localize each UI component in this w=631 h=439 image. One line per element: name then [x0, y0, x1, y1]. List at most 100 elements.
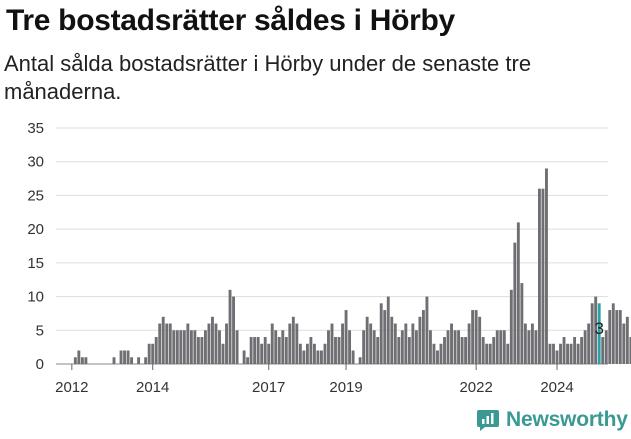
bar	[309, 337, 313, 364]
bar	[527, 330, 531, 364]
bar	[316, 350, 320, 364]
bar	[358, 357, 362, 364]
bar	[545, 168, 548, 364]
bar	[362, 330, 366, 364]
bar	[172, 330, 176, 364]
bar	[418, 316, 422, 364]
bar	[443, 337, 446, 364]
x-tick-label: 2012	[55, 379, 88, 396]
bar	[365, 316, 369, 364]
bar	[414, 330, 418, 364]
bar	[200, 337, 204, 364]
bar	[502, 330, 506, 364]
bar	[270, 323, 274, 364]
bar	[457, 330, 461, 364]
bar	[460, 337, 464, 364]
data-labels: 3	[594, 319, 603, 338]
bar	[516, 222, 520, 364]
bar	[432, 343, 436, 364]
bar	[369, 323, 373, 364]
bar	[608, 310, 612, 364]
bar	[267, 343, 271, 364]
bar	[604, 330, 608, 364]
bar	[450, 323, 453, 364]
bar	[538, 188, 541, 364]
bar	[583, 330, 587, 364]
bar	[284, 337, 288, 364]
bar	[277, 337, 281, 364]
chart-title: Tre bostadsrätter såldes i Hörby	[6, 4, 455, 37]
y-tick-label: 5	[36, 322, 44, 339]
bar	[421, 310, 425, 364]
y-tick-label: 25	[27, 187, 44, 204]
bar	[471, 310, 475, 364]
bar	[446, 330, 450, 364]
bar	[386, 296, 390, 364]
bar	[203, 330, 207, 364]
bar	[576, 343, 580, 364]
bar	[393, 323, 397, 364]
bar	[618, 310, 622, 364]
newsworthy-logo-text: Newsworthy	[506, 408, 628, 431]
bar	[520, 283, 524, 364]
bar	[144, 357, 148, 364]
bar	[485, 343, 489, 364]
bar	[80, 357, 84, 364]
x-tick-label: 2017	[252, 379, 285, 396]
bar	[256, 337, 260, 364]
bar	[509, 289, 513, 364]
bar	[429, 330, 432, 364]
bar	[186, 323, 190, 364]
bar	[211, 316, 214, 364]
bar	[478, 316, 482, 364]
y-axis-ticks: 0 5 10 15 20 25 30 35	[27, 120, 44, 373]
bar	[474, 310, 478, 364]
bar	[341, 323, 344, 364]
bar	[260, 343, 264, 364]
bar	[506, 343, 510, 364]
bar	[594, 296, 598, 364]
bar	[625, 316, 629, 364]
x-tick-label: 2022	[459, 379, 492, 396]
bar	[119, 350, 123, 364]
bar	[305, 343, 309, 364]
bar	[530, 323, 534, 364]
bar	[214, 323, 218, 364]
bar	[327, 330, 330, 364]
bar	[253, 337, 257, 364]
bar	[126, 350, 130, 364]
bar	[580, 337, 584, 364]
bar	[587, 323, 591, 364]
bar	[569, 343, 573, 364]
y-tick-label: 20	[27, 221, 44, 238]
bar	[165, 323, 169, 364]
bar	[404, 323, 408, 364]
bar	[207, 323, 211, 364]
bar	[189, 330, 193, 364]
bar	[281, 330, 285, 364]
bar	[555, 350, 559, 364]
bar	[400, 330, 404, 364]
bar	[562, 337, 566, 364]
bar	[295, 323, 299, 364]
bar	[622, 323, 626, 364]
bar	[611, 303, 615, 364]
bar	[291, 316, 295, 364]
bar	[175, 330, 179, 364]
bar	[590, 303, 594, 364]
bar	[348, 330, 352, 364]
bar	[312, 343, 316, 364]
bar	[334, 337, 337, 364]
bar	[263, 337, 267, 364]
bar	[481, 337, 485, 364]
bar	[376, 337, 380, 364]
bar	[123, 350, 126, 364]
bar	[351, 350, 355, 364]
bar	[629, 337, 631, 364]
bar-highlight	[597, 303, 601, 364]
bar	[235, 330, 239, 364]
bar	[425, 296, 429, 364]
bar	[372, 330, 376, 364]
bar	[495, 330, 499, 364]
bar	[407, 337, 411, 364]
